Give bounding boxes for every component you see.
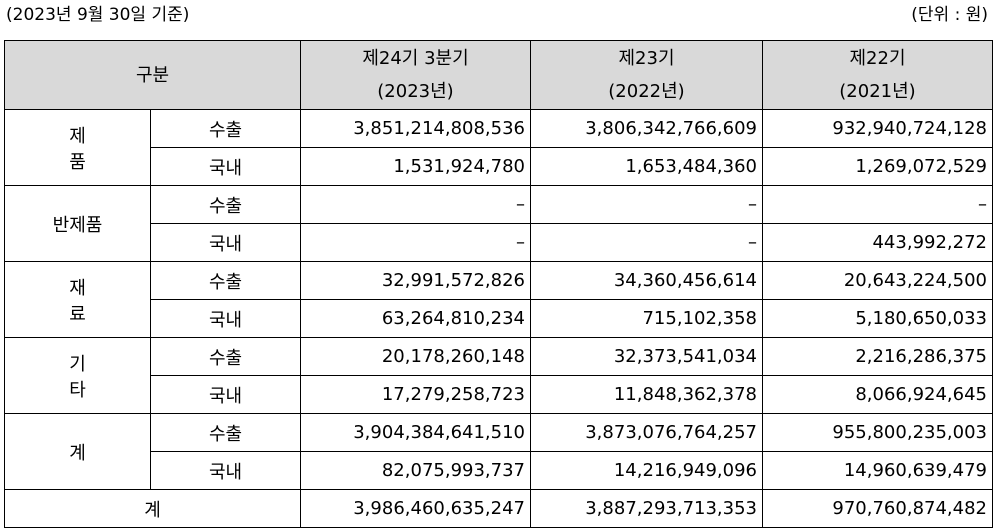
- unit-caption: (단위 : 원): [911, 5, 988, 25]
- cell-value: 14,216,949,096: [530, 451, 763, 490]
- group-label: 기 타: [4, 337, 151, 414]
- total-value: 3,986,460,635,247: [300, 489, 531, 528]
- cell-value: 932,940,724,128: [762, 109, 993, 148]
- table-row: 기 타 수출 20,178,260,148 32,373,541,034 2,2…: [4, 337, 993, 414]
- row-type: 국내: [150, 299, 301, 338]
- cell-value: 20,178,260,148: [300, 337, 531, 376]
- cell-value: 5,180,650,033: [762, 299, 993, 338]
- cell-value: –: [300, 185, 531, 224]
- row-type: 수출: [150, 337, 301, 376]
- cell-value: –: [530, 185, 763, 224]
- cell-value: 20,643,224,500: [762, 261, 993, 300]
- group-label: 반제품: [4, 185, 151, 262]
- cell-value: 11,848,362,378: [530, 375, 763, 414]
- cell-value: 34,360,456,614: [530, 261, 763, 300]
- cell-value: 14,960,639,479: [762, 451, 993, 490]
- cell-value: –: [530, 223, 763, 262]
- table-row: 국내 82,075,993,737 14,216,949,096 14,960,…: [5, 451, 993, 490]
- table-row: 반제품 수출 – – –: [4, 185, 993, 262]
- cell-value: 715,102,358: [530, 299, 763, 338]
- table-header-row: 구분 제24기 3분기 (2023년) 제23기 (2022년) 제22기 (2021…: [4, 40, 993, 110]
- group-label: 계: [4, 413, 151, 490]
- table-row: 국내 1,531,924,780 1,653,484,360 1,269,072…: [5, 147, 993, 186]
- cell-value: 955,800,235,003: [762, 413, 993, 452]
- table-row: 제 품 수출 3,851,214,808,536 3,806,342,766,6…: [4, 109, 993, 186]
- cell-value: 2,216,286,375: [762, 337, 993, 376]
- header-period: 제23기 (2022년): [530, 40, 763, 110]
- row-type: 수출: [150, 413, 301, 452]
- cell-value: 8,066,924,645: [762, 375, 993, 414]
- row-type: 수출: [150, 109, 301, 148]
- cell-value: 1,531,924,780: [300, 147, 531, 186]
- total-value: 3,887,293,713,353: [530, 489, 763, 528]
- group-label: 재 료: [4, 261, 151, 338]
- header-period: 제22기 (2021년): [762, 40, 993, 110]
- cell-value: 17,279,258,723: [300, 375, 531, 414]
- table-row: 계 수출 3,904,384,641,510 3,873,076,764,257…: [4, 413, 993, 490]
- cell-value: –: [300, 223, 531, 262]
- group-label: 제 품: [4, 109, 151, 186]
- table-row: 국내 17,279,258,723 11,848,362,378 8,066,9…: [5, 375, 993, 414]
- row-type: 수출: [150, 185, 301, 224]
- header-period: 제24기 3분기 (2023년): [300, 40, 531, 110]
- cell-value: 3,851,214,808,536: [300, 109, 531, 148]
- date-caption: (2023년 9월 30일 기준): [6, 5, 190, 25]
- cell-value: 32,991,572,826: [300, 261, 531, 300]
- row-type: 수출: [150, 261, 301, 300]
- cell-value: 3,806,342,766,609: [530, 109, 763, 148]
- table-row: 재 료 수출 32,991,572,826 34,360,456,614 20,…: [4, 261, 993, 338]
- cell-value: 443,992,272: [762, 223, 993, 262]
- cell-value: 82,075,993,737: [300, 451, 531, 490]
- header-category: 구분: [4, 40, 301, 110]
- total-row: 계 3,986,460,635,247 3,887,293,713,353 97…: [4, 489, 993, 528]
- table-row: 국내 63,264,810,234 715,102,358 5,180,650,…: [5, 299, 993, 338]
- sales-table: 구분 제24기 3분기 (2023년) 제23기 (2022년) 제22기 (2021…: [4, 40, 993, 528]
- total-value: 970,760,874,482: [762, 489, 993, 528]
- cell-value: 32,373,541,034: [530, 337, 763, 376]
- row-type: 국내: [150, 375, 301, 414]
- table-row: 국내 – – 443,992,272: [5, 223, 993, 262]
- cell-value: 3,873,076,764,257: [530, 413, 763, 452]
- row-type: 국내: [150, 223, 301, 262]
- cell-value: –: [762, 185, 993, 224]
- cell-value: 3,904,384,641,510: [300, 413, 531, 452]
- row-type: 국내: [150, 147, 301, 186]
- cell-value: 1,269,072,529: [762, 147, 993, 186]
- cell-value: 1,653,484,360: [530, 147, 763, 186]
- total-label: 계: [4, 489, 301, 528]
- row-type: 국내: [150, 451, 301, 490]
- cell-value: 63,264,810,234: [300, 299, 531, 338]
